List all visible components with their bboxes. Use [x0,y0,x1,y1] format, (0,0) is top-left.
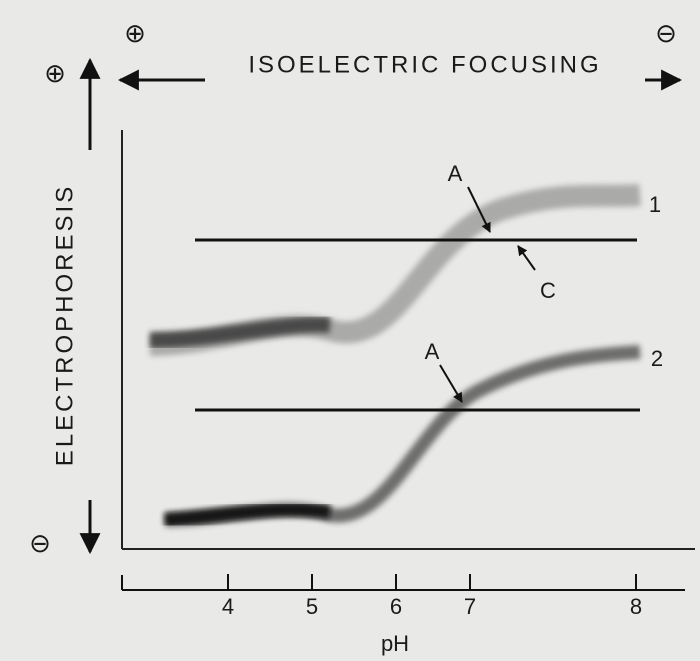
axis-label: pH [381,631,409,656]
pointer [439,364,463,403]
plus-sign: ⊕ [124,18,146,48]
band-2 [164,502,331,527]
ep-label: ELECTROPHORESIS [51,184,78,466]
ief-label: ISOELECTRIC FOCUSING [248,51,601,78]
pointer [517,245,536,271]
tick-label: 8 [630,594,642,619]
annotation: A [425,339,440,364]
label-bg [72,150,102,500]
annotation: 2 [651,346,663,371]
annotation: A [448,161,463,186]
minus-sign: ⊖ [655,18,677,48]
band-1 [149,316,331,348]
pointer [467,186,491,233]
tick-label: 6 [390,594,402,619]
annotation: 1 [649,192,661,217]
tick-label: 4 [222,594,234,619]
annotation: C [540,278,556,303]
plus-sign: ⊕ [44,58,66,88]
minus-sign: ⊖ [29,528,51,558]
label-bg [205,62,645,90]
tick-label: 5 [306,594,318,619]
tick-label: 7 [464,594,476,619]
